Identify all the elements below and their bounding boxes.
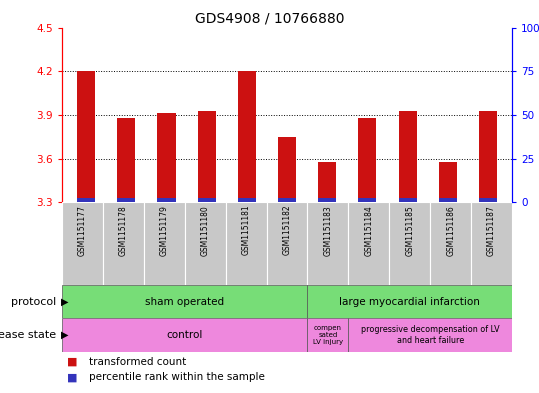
Bar: [398, 198, 417, 202]
Bar: [348, 318, 512, 352]
Text: control: control: [167, 330, 203, 340]
Bar: [479, 198, 497, 202]
Bar: [157, 114, 176, 202]
Text: transformed count: transformed count: [89, 356, 186, 367]
Bar: [118, 198, 135, 202]
Bar: [198, 198, 216, 202]
Bar: [267, 202, 307, 285]
Bar: [348, 202, 389, 285]
Bar: [144, 202, 185, 285]
Bar: [238, 71, 256, 202]
Bar: [62, 318, 307, 352]
Text: GSM1151185: GSM1151185: [405, 205, 414, 255]
Bar: [318, 198, 336, 202]
Bar: [198, 110, 216, 202]
Bar: [358, 118, 376, 202]
Text: progressive decompensation of LV
and heart failure: progressive decompensation of LV and hea…: [361, 325, 500, 345]
Bar: [307, 285, 512, 318]
Bar: [439, 198, 457, 202]
Text: large myocardial infarction: large myocardial infarction: [340, 297, 480, 307]
Text: GSM1151179: GSM1151179: [160, 205, 169, 256]
Text: disease state: disease state: [0, 330, 57, 340]
Bar: [307, 318, 348, 352]
Text: GSM1151182: GSM1151182: [282, 205, 292, 255]
Text: GSM1151183: GSM1151183: [323, 205, 333, 255]
Text: GSM1151178: GSM1151178: [119, 205, 128, 255]
Bar: [278, 137, 296, 202]
Bar: [62, 285, 307, 318]
Bar: [118, 118, 135, 202]
Bar: [238, 198, 256, 202]
Bar: [278, 198, 296, 202]
Text: GSM1151177: GSM1151177: [78, 205, 87, 256]
Bar: [471, 202, 512, 285]
Bar: [430, 202, 471, 285]
Bar: [479, 110, 497, 202]
Bar: [157, 198, 176, 202]
Bar: [318, 162, 336, 202]
Bar: [226, 202, 267, 285]
Bar: [389, 202, 430, 285]
Text: protocol: protocol: [11, 297, 57, 307]
Bar: [307, 202, 348, 285]
Bar: [77, 198, 95, 202]
Text: sham operated: sham operated: [145, 297, 224, 307]
Text: ▶: ▶: [61, 330, 68, 340]
Text: GSM1151181: GSM1151181: [241, 205, 251, 255]
Text: GSM1151187: GSM1151187: [487, 205, 496, 255]
Bar: [185, 202, 226, 285]
Text: GDS4908 / 10766880: GDS4908 / 10766880: [195, 12, 344, 26]
Text: percentile rank within the sample: percentile rank within the sample: [89, 372, 265, 382]
Text: ▶: ▶: [61, 297, 68, 307]
Bar: [398, 110, 417, 202]
Text: GSM1151180: GSM1151180: [201, 205, 210, 255]
Text: GSM1151186: GSM1151186: [446, 205, 455, 255]
Text: ■: ■: [67, 372, 78, 382]
Bar: [62, 202, 103, 285]
Bar: [358, 198, 376, 202]
Bar: [103, 202, 144, 285]
Bar: [439, 162, 457, 202]
Text: GSM1151184: GSM1151184: [364, 205, 374, 255]
Bar: [77, 71, 95, 202]
Text: compen
sated
LV injury: compen sated LV injury: [313, 325, 343, 345]
Text: ■: ■: [67, 356, 78, 367]
